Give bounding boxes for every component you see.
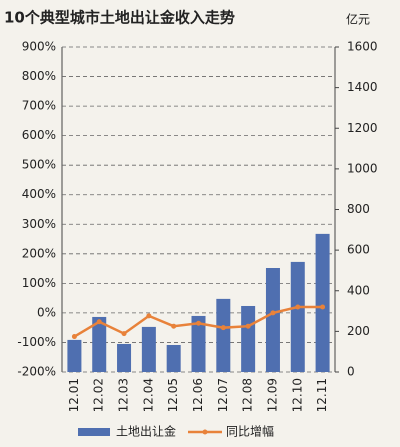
y2-tick-label: 0	[347, 365, 355, 379]
chart-title: 10个典型城市土地出让金收入走势	[4, 9, 235, 27]
y2-tick-label: 1200	[347, 121, 378, 135]
point	[320, 304, 326, 310]
y-tick-label: 600%	[22, 128, 56, 142]
x-tick-label: 12.08	[241, 378, 255, 412]
y-tick-label: 0%	[37, 305, 56, 319]
y2-tick-label: 200	[347, 324, 370, 338]
bar	[166, 344, 181, 372]
point	[171, 323, 177, 329]
bar	[290, 261, 305, 372]
y2-tick-label: 1400	[347, 80, 378, 94]
bar	[67, 339, 82, 372]
y2-tick-label: 800	[347, 202, 370, 216]
y-tick-label: 500%	[22, 158, 56, 172]
y2-tick-label: 600	[347, 243, 370, 257]
x-tick-label: 12.06	[191, 378, 205, 412]
point	[121, 331, 127, 337]
x-tick-label: 12.04	[141, 378, 155, 412]
y2-unit: 亿元	[346, 12, 370, 27]
y2-tick-label: 400	[347, 283, 370, 297]
x-tick-label: 12.10	[290, 378, 304, 412]
point	[96, 319, 102, 325]
x-tick-label: 12.05	[166, 378, 180, 412]
y2-tick-label: 1600	[347, 40, 378, 54]
legend-swatch	[202, 429, 208, 435]
y-tick-label: 800%	[22, 69, 56, 83]
point	[295, 304, 301, 310]
point	[146, 313, 152, 319]
y-tick-label: 300%	[22, 217, 56, 231]
y-tick-label: 400%	[22, 187, 56, 201]
bar	[315, 233, 330, 372]
legend-label: 同比增幅	[226, 424, 274, 439]
bar	[241, 305, 256, 372]
y-tick-label: -200%	[17, 365, 56, 379]
y2-tick-label: 1000	[347, 161, 378, 175]
y-tick-label: 900%	[22, 40, 56, 54]
x-tick-label: 12.07	[216, 378, 230, 412]
x-tick-label: 12.11	[315, 378, 329, 412]
x-tick-label: 12.03	[117, 378, 131, 412]
bar	[265, 268, 280, 372]
point	[220, 325, 226, 331]
legend-swatch	[78, 428, 110, 436]
y-tick-label: -100%	[17, 335, 56, 349]
x-tick-label: 12.09	[265, 378, 279, 412]
y-tick-label: 100%	[22, 276, 56, 290]
bar	[117, 343, 132, 372]
point	[196, 320, 201, 326]
bar	[92, 316, 107, 372]
bar	[191, 315, 206, 372]
bar	[216, 298, 231, 372]
legend-label: 土地出让金	[116, 424, 176, 439]
point	[270, 310, 276, 316]
point	[245, 323, 251, 329]
point	[71, 334, 77, 340]
x-tick-label: 12.02	[92, 378, 106, 412]
bar	[141, 326, 156, 372]
x-tick-label: 12.01	[67, 378, 81, 412]
y-tick-label: 700%	[22, 99, 56, 113]
y-tick-label: 200%	[22, 246, 56, 260]
